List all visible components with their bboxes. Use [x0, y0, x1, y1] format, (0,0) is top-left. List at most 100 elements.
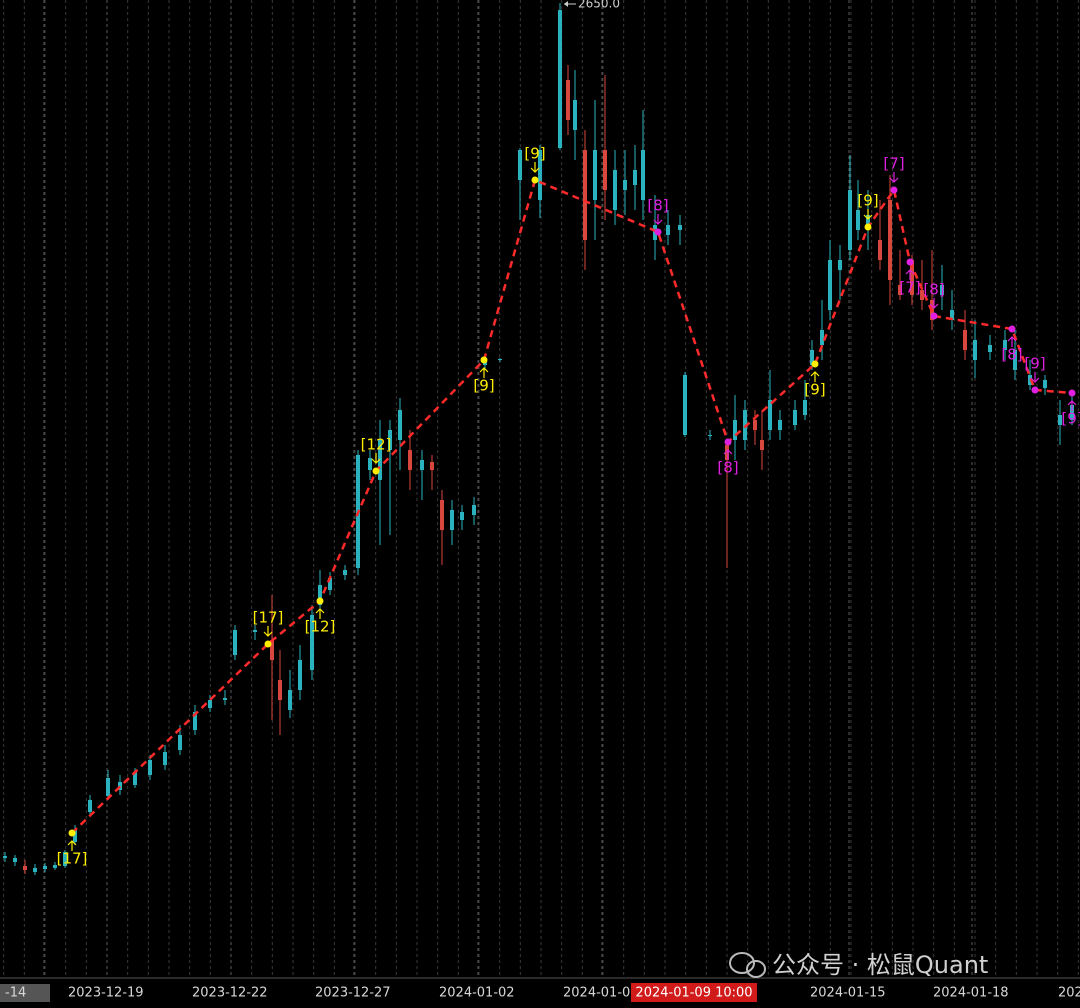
candle-body	[450, 510, 454, 530]
candle-body	[178, 735, 182, 750]
candle-body	[53, 865, 57, 868]
cursor-label-bg	[631, 983, 757, 1002]
signal-label: [8]	[1001, 346, 1022, 364]
candle-body	[233, 630, 237, 655]
candle-body	[310, 615, 314, 670]
pivot-dot	[890, 186, 898, 194]
signal-label: [9]	[524, 145, 545, 163]
candle-body	[848, 190, 852, 250]
signal-arrow	[863, 209, 873, 220]
max-marker-arrowhead	[564, 1, 568, 7]
signal-label: [8]	[923, 281, 944, 299]
candle-body	[666, 225, 670, 235]
signal-arrow	[371, 453, 381, 464]
candle-body	[760, 440, 764, 450]
candle-body	[223, 698, 227, 700]
signal-arrow	[723, 449, 733, 460]
signal-label: [17]	[57, 850, 88, 868]
x-tick-label-bg	[0, 984, 50, 1002]
watermark-text: 公众号 · 松鼠Quant	[772, 951, 988, 979]
candle-body	[3, 856, 7, 858]
signal-arrow	[1007, 336, 1017, 347]
signal-arrow	[1030, 372, 1040, 383]
candle-body	[613, 170, 617, 210]
signal-arrow	[263, 626, 273, 637]
watermark-icon	[746, 960, 766, 978]
candle-body	[33, 868, 37, 872]
signal-label: [9]	[1061, 410, 1080, 428]
pivot-dot	[372, 467, 380, 475]
signal-label: [9]	[857, 192, 878, 210]
signal-label: [9]	[804, 381, 825, 399]
candle-body	[472, 505, 476, 515]
candle-body	[430, 462, 434, 470]
pivot-dot	[864, 223, 872, 231]
candle-body	[810, 350, 814, 365]
signal-arrow	[315, 608, 325, 619]
pivot-dot	[264, 640, 272, 648]
x-tick-label: 2024-01-15	[810, 986, 886, 1001]
candle-body	[708, 435, 712, 436]
candle-body	[1043, 380, 1047, 388]
candle-body	[878, 240, 882, 260]
candle-body	[973, 340, 977, 360]
pivot-dot	[480, 356, 488, 364]
candle-body	[278, 680, 282, 700]
candle-body	[163, 752, 167, 765]
candle-body	[803, 400, 807, 415]
candle-body	[298, 660, 302, 690]
candle-body	[963, 330, 967, 350]
candle-body	[498, 359, 502, 360]
signal-label: [7]	[883, 155, 904, 173]
candle-body	[328, 578, 332, 590]
candle-body	[641, 150, 645, 200]
signal-arrow	[653, 214, 663, 225]
pivot-dot	[1008, 325, 1016, 333]
candle-body	[440, 500, 444, 530]
candle-body	[623, 180, 627, 190]
candle-body	[920, 290, 924, 300]
signal-arrow	[810, 371, 820, 382]
x-tick-label: 2024-01-0	[563, 986, 630, 1001]
candle-body	[388, 430, 392, 450]
candle-body	[193, 712, 197, 730]
pivot-dot	[906, 258, 914, 266]
candle-body	[398, 410, 402, 440]
signal-label: [8]	[647, 197, 668, 215]
candle-body	[733, 420, 737, 440]
candle-body	[73, 830, 77, 842]
candle-body	[603, 150, 607, 190]
candle-body	[288, 690, 292, 710]
candle-body	[88, 800, 92, 812]
candle-body	[898, 285, 902, 295]
candle-body	[133, 772, 137, 785]
max-marker-label: 2650.0	[578, 0, 620, 11]
signal-arrow	[889, 172, 899, 183]
candle-body	[950, 310, 954, 320]
candle-body	[725, 445, 729, 460]
pivot-dot	[531, 176, 539, 184]
candle-body	[253, 630, 257, 632]
candle-body	[910, 260, 914, 295]
signal-arrow	[1067, 400, 1077, 411]
candle-body	[343, 570, 347, 575]
x-tick-label: 2024-01-18	[933, 986, 1009, 1001]
candle-body	[593, 150, 597, 200]
pivot-dot	[930, 312, 938, 320]
candle-body	[408, 450, 412, 470]
candle-body	[460, 512, 464, 520]
candle-body	[988, 345, 992, 352]
signal-arrow	[479, 367, 489, 378]
candle-body	[23, 866, 27, 870]
candle-body	[63, 852, 67, 866]
signal-label: [9]	[473, 377, 494, 395]
candle-body	[866, 215, 870, 230]
x-tick-label: 202	[1058, 986, 1080, 1001]
candle-body	[838, 260, 842, 270]
candle-body	[538, 150, 542, 200]
candle-body	[1013, 350, 1017, 370]
signal-label: [12]	[361, 436, 392, 454]
candle-body	[420, 460, 424, 470]
x-tick-label: 2023-12-22	[192, 986, 268, 1001]
